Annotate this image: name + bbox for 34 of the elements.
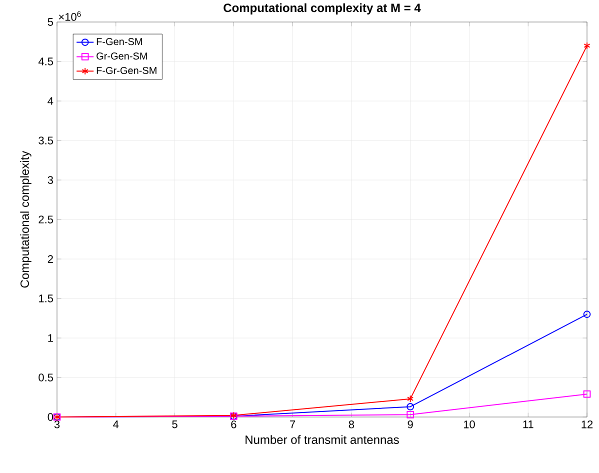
legend-label: Gr-Gen-SM [96,52,147,60]
y-tick-label: 4.5 [38,58,54,66]
legend-label: F-Gen-SM [96,38,142,46]
y-tick-label: 0.5 [38,374,54,382]
x-tick-label: 9 [408,420,413,428]
y-tick-label: 2 [48,255,53,263]
y-tick-label: 2.5 [38,216,54,224]
y-tick-label: 3.5 [38,136,54,144]
chart-title: Computational complexity at M = 4 [224,3,421,14]
y-tick-label: 3 [48,176,54,184]
x-tick-label: 10 [464,420,475,428]
point [584,42,590,50]
point [583,390,591,398]
y-tick-label: 1.5 [39,294,54,302]
x-tick-label: 5 [172,420,178,428]
x-tick-label: 12 [582,420,593,428]
x-tick-label: 6 [231,420,236,428]
x-axis-title: Number of transmit antennas [246,435,399,444]
text: ×10$^{6}$ [58,11,81,21]
point [407,395,414,403]
x-tick-label: 7 [290,420,296,428]
y-tick-label: 1 [48,334,53,342]
x-tick-label: 11 [523,420,534,428]
x-tick-label: 4 [113,420,119,428]
point [406,403,414,410]
y-tick-label: 4 [48,97,54,105]
point [406,410,414,418]
y-tick-label: 0 [48,413,54,421]
y-axis-title: Computational complexity [20,150,32,288]
legend-label: F-Gr-Gen-SM [96,66,156,74]
x-tick-label: 3 [54,420,60,428]
point [583,310,591,318]
x-tick-label: 8 [348,420,354,428]
y-tick-label: 5 [48,18,54,26]
